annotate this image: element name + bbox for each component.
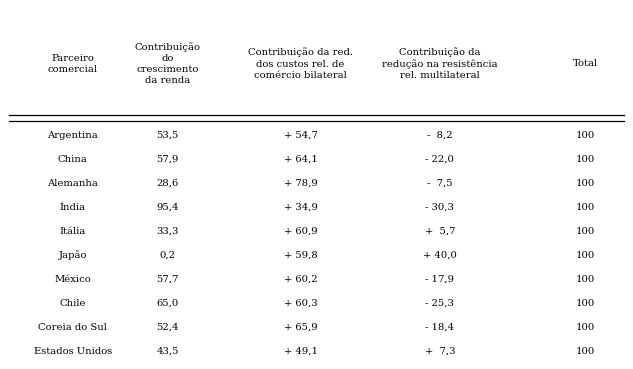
Text: -  7,5: - 7,5 xyxy=(427,179,453,188)
Text: China: China xyxy=(58,155,88,164)
Text: Contribuição da red.
dos custos rel. de
comércio bilateral: Contribuição da red. dos custos rel. de … xyxy=(248,48,353,80)
Text: 43,5: 43,5 xyxy=(156,347,179,356)
Text: 100: 100 xyxy=(576,275,595,284)
Text: + 54,7: + 54,7 xyxy=(284,131,318,140)
Text: - 22,0: - 22,0 xyxy=(425,155,454,164)
Text: 100: 100 xyxy=(576,323,595,332)
Text: + 49,1: + 49,1 xyxy=(284,347,318,356)
Text: México: México xyxy=(54,275,91,284)
Text: Alemanha: Alemanha xyxy=(47,179,98,188)
Text: Índia: Índia xyxy=(60,203,86,212)
Text: -  8,2: - 8,2 xyxy=(427,131,453,140)
Text: 100: 100 xyxy=(576,299,595,308)
Text: 28,6: 28,6 xyxy=(156,179,179,188)
Text: +  7,3: + 7,3 xyxy=(425,347,455,356)
Text: 100: 100 xyxy=(576,227,595,236)
Text: Chile: Chile xyxy=(60,299,86,308)
Text: 100: 100 xyxy=(576,179,595,188)
Text: + 60,2: + 60,2 xyxy=(284,275,318,284)
Text: + 34,9: + 34,9 xyxy=(284,203,318,212)
Text: - 25,3: - 25,3 xyxy=(425,299,454,308)
Text: Coreia do Sul: Coreia do Sul xyxy=(39,323,107,332)
Text: - 18,4: - 18,4 xyxy=(425,323,454,332)
Text: 33,3: 33,3 xyxy=(156,227,179,236)
Text: 100: 100 xyxy=(576,347,595,356)
Text: + 59,8: + 59,8 xyxy=(284,251,318,260)
Text: - 30,3: - 30,3 xyxy=(425,203,454,212)
Text: 65,0: 65,0 xyxy=(156,299,179,308)
Text: + 40,0: + 40,0 xyxy=(423,251,457,260)
Text: Contribuição
do
crescimento
da renda: Contribuição do crescimento da renda xyxy=(135,42,201,85)
Text: 53,5: 53,5 xyxy=(156,131,179,140)
Text: + 78,9: + 78,9 xyxy=(284,179,318,188)
Text: + 65,9: + 65,9 xyxy=(284,323,318,332)
Text: Itália: Itália xyxy=(60,227,86,236)
Text: Argentina: Argentina xyxy=(47,131,98,140)
Text: Japão: Japão xyxy=(58,251,87,261)
Text: 100: 100 xyxy=(576,155,595,164)
Text: 100: 100 xyxy=(576,131,595,140)
Text: Total: Total xyxy=(573,59,598,68)
Text: 100: 100 xyxy=(576,251,595,260)
Text: +  5,7: + 5,7 xyxy=(425,227,455,236)
Text: 52,4: 52,4 xyxy=(156,323,179,332)
Text: Estados Unidos: Estados Unidos xyxy=(34,347,112,356)
Text: 95,4: 95,4 xyxy=(156,203,179,212)
Text: 100: 100 xyxy=(576,203,595,212)
Text: Parceiro
comercial: Parceiro comercial xyxy=(48,54,97,74)
Text: + 60,3: + 60,3 xyxy=(284,299,318,308)
Text: - 17,9: - 17,9 xyxy=(425,275,454,284)
Text: 57,9: 57,9 xyxy=(156,155,179,164)
Text: + 64,1: + 64,1 xyxy=(284,155,318,164)
Text: Contribuição da
redução na resistência
rel. multilateral: Contribuição da redução na resistência r… xyxy=(382,47,498,80)
Text: + 60,9: + 60,9 xyxy=(284,227,318,236)
Text: 57,7: 57,7 xyxy=(156,275,179,284)
Text: 0,2: 0,2 xyxy=(160,251,176,260)
